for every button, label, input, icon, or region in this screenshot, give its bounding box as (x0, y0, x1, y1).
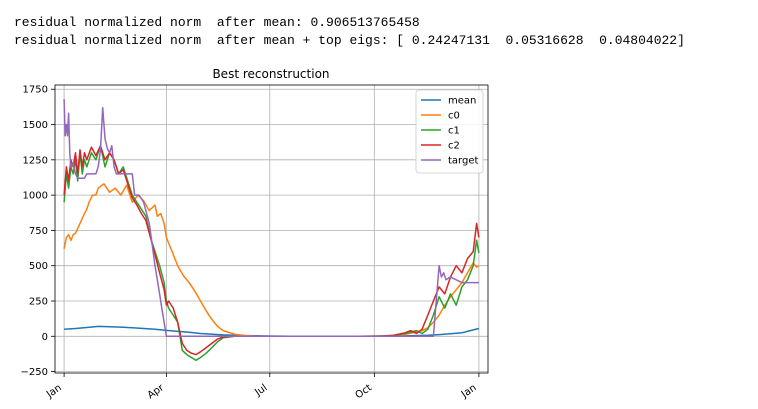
x-tick-label: Jul (252, 382, 269, 399)
y-tick-label: 0 (42, 332, 48, 343)
legend-label-c0: c0 (448, 111, 460, 122)
x-tick-label: Oct (354, 382, 375, 401)
output-text-line-1: residual normalized norm after mean: 0.9… (14, 15, 420, 30)
line-chart: Best reconstruction −250 0 250 500 750 1000 12… (21, 67, 489, 401)
y-tick-label: 1000 (23, 191, 48, 202)
legend-box (415, 89, 484, 174)
grid-lines (55, 85, 488, 373)
x-axis: Jan Apr Jul Oct Jan (44, 373, 480, 401)
y-tick-label: 1750 (23, 85, 48, 96)
x-tick-label: Jan (44, 382, 64, 400)
x-tick-label: Apr (146, 382, 167, 401)
y-tick-label: 500 (29, 261, 48, 272)
x-tick-label: Jan (459, 382, 479, 400)
y-tick-label: 1250 (23, 155, 48, 166)
legend-label-mean: mean (448, 96, 476, 107)
legend-label-c1: c1 (448, 126, 460, 137)
chart-title: Best reconstruction (212, 67, 329, 81)
y-tick-label: −250 (21, 367, 48, 378)
y-tick-label: 1500 (23, 120, 48, 131)
y-axis: −250 0 250 500 750 1000 1250 1500 1750 (21, 85, 55, 378)
series-line-target (63, 99, 479, 338)
output-text-line-2: residual normalized norm after mean + to… (14, 33, 685, 48)
series-line-c2 (63, 144, 480, 356)
y-tick-label: 250 (29, 297, 48, 308)
plot-frame (54, 84, 489, 374)
y-tick-label: 750 (29, 226, 48, 237)
legend-label-c2: c2 (448, 141, 460, 152)
series-layer (63, 99, 480, 362)
series-line-c1 (63, 144, 480, 362)
legend-label-target: target (448, 156, 478, 167)
series-line-c0 (63, 183, 480, 338)
legend: mean c0 c1 c2 target (415, 89, 484, 174)
